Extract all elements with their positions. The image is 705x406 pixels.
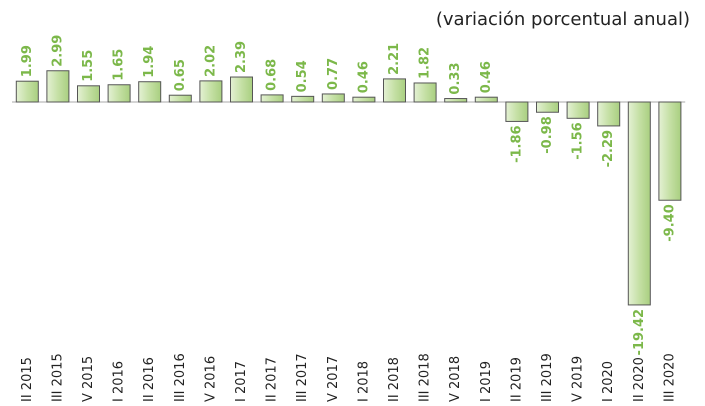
x-tick-label: I 2019 xyxy=(479,361,494,402)
bar xyxy=(77,85,100,103)
x-tick-label: II 2016 xyxy=(142,357,157,402)
bar xyxy=(627,101,651,306)
value-label: 1.55 xyxy=(81,50,96,82)
x-tick-label: III 2019 xyxy=(540,353,555,402)
bar xyxy=(138,81,162,103)
bar xyxy=(536,101,559,113)
value-label: 1.99 xyxy=(20,45,35,77)
value-label: 0.77 xyxy=(326,58,341,90)
bar xyxy=(15,80,39,103)
bar xyxy=(321,93,345,103)
bar xyxy=(291,95,315,103)
value-label: 2.99 xyxy=(50,35,65,67)
bar xyxy=(413,82,437,103)
x-tick-label: II 2015 xyxy=(20,357,35,402)
value-label: 2.21 xyxy=(387,43,402,75)
x-tick-label: II 2019 xyxy=(509,357,524,402)
value-label: 0.46 xyxy=(356,61,371,93)
x-tick-label: III 2018 xyxy=(418,353,433,402)
x-tick-label: III 2015 xyxy=(50,353,65,402)
x-tick-label: I 2018 xyxy=(356,361,371,402)
x-tick-label: V 2015 xyxy=(81,356,96,402)
value-label: -1.56 xyxy=(571,122,586,159)
value-label: 0.65 xyxy=(173,59,188,91)
x-tick-label: V 2019 xyxy=(571,356,586,402)
bar xyxy=(260,94,284,103)
bar xyxy=(107,84,131,103)
bar xyxy=(352,96,376,103)
bar xyxy=(168,94,192,103)
bar xyxy=(383,78,406,103)
bar xyxy=(505,101,529,122)
x-tick-label: II 2017 xyxy=(265,357,280,402)
value-label: 0.68 xyxy=(265,59,280,91)
x-tick-label: V 2016 xyxy=(203,356,218,402)
value-label: 1.65 xyxy=(112,49,127,81)
bar xyxy=(444,98,468,103)
x-tick-label: III 2020 xyxy=(662,353,677,402)
bar xyxy=(46,70,70,103)
value-label: -0.98 xyxy=(540,116,555,153)
x-tick-label: III 2017 xyxy=(295,353,310,402)
x-tick-label: II 2020 xyxy=(632,357,647,402)
x-tick-label: I 2017 xyxy=(234,361,249,402)
bar xyxy=(474,96,498,103)
x-tick-label: III 2016 xyxy=(173,353,188,402)
bar xyxy=(230,76,253,103)
x-tick-label: V 2017 xyxy=(326,356,341,402)
bar xyxy=(566,101,590,119)
x-tick-label: V 2018 xyxy=(448,356,463,402)
value-label: 0.54 xyxy=(295,60,310,92)
bar xyxy=(658,101,682,201)
value-label: -1.86 xyxy=(509,125,524,162)
value-label: 0.46 xyxy=(479,61,494,93)
value-label: 2.02 xyxy=(203,45,218,77)
value-label: 1.82 xyxy=(418,47,433,79)
value-label: -19.42 xyxy=(632,309,647,356)
subtitle: (variación porcentual anual) xyxy=(436,9,690,30)
value-label: -9.40 xyxy=(662,204,677,241)
bar xyxy=(199,80,223,103)
value-label: -2.29 xyxy=(601,130,616,167)
bar xyxy=(597,101,621,127)
x-tick-label: I 2016 xyxy=(112,361,127,402)
value-label: 1.94 xyxy=(142,46,157,78)
value-label: 0.33 xyxy=(448,62,463,94)
x-tick-label: I 2020 xyxy=(601,361,616,402)
value-label: 2.39 xyxy=(234,41,249,73)
x-tick-label: II 2018 xyxy=(387,357,402,402)
